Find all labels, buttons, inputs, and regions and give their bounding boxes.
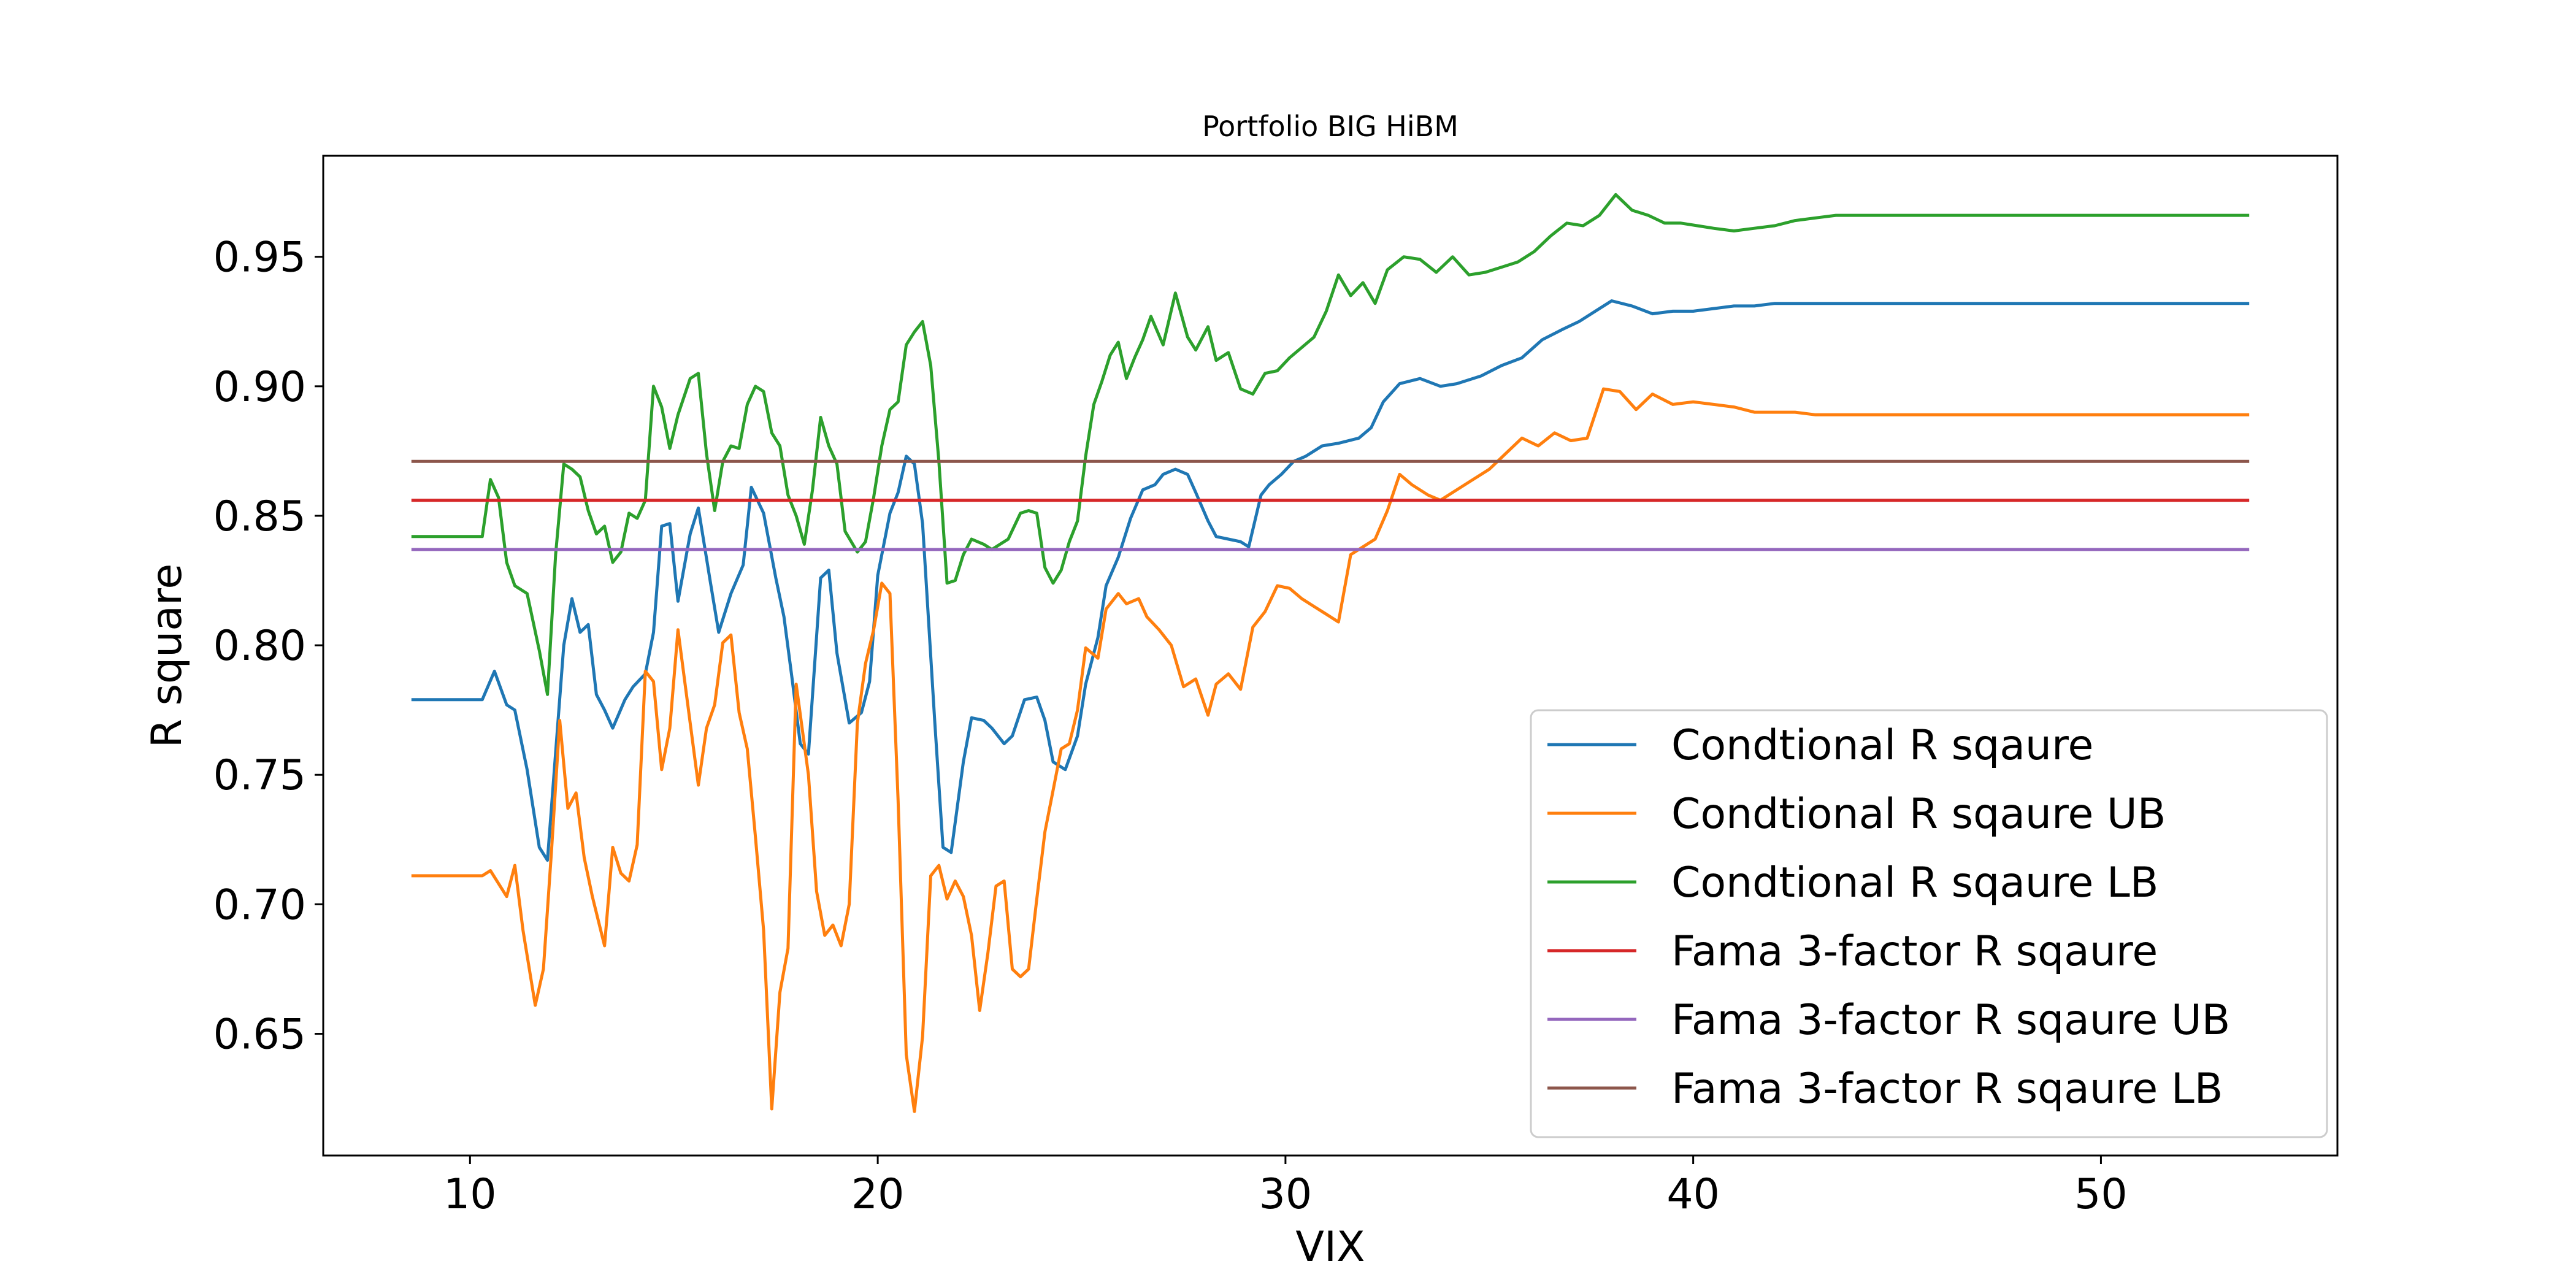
- y-tick-label: 0.85: [213, 493, 306, 541]
- y-axis-label: R square: [143, 564, 191, 748]
- x-tick-label: 10: [443, 1170, 497, 1219]
- legend-label-5: Fama 3-factor R sqaure LB: [1671, 1065, 2223, 1113]
- legend-label-0: Condtional R sqaure: [1671, 721, 2093, 770]
- x-tick-label: 30: [1259, 1170, 1313, 1219]
- axes-frame: [322, 155, 2339, 1157]
- legend: Condtional R sqaure Condtional R sqaure U…: [1530, 709, 2328, 1138]
- x-tick-label: 50: [2074, 1170, 2128, 1219]
- x-axis-label: VIX: [1295, 1223, 1365, 1271]
- series-line-0: [411, 299, 2250, 862]
- series-line-2: [411, 193, 2250, 696]
- legend-box: [1530, 709, 2328, 1138]
- y-tick-label: 0.90: [213, 363, 306, 412]
- y-tick-label: 0.70: [213, 881, 306, 929]
- legend-label-4: Fama 3-factor R sqaure UB: [1671, 996, 2230, 1045]
- legend-label-3: Fama 3-factor R sqaure: [1671, 927, 2158, 976]
- legend-label-1: Condtional R sqaure UB: [1671, 790, 2166, 838]
- x-tick-label: 40: [1666, 1170, 1720, 1219]
- x-tick-label: 20: [851, 1170, 905, 1219]
- series-line-1: [411, 387, 2250, 1113]
- legend-label-2: Condtional R sqaure LB: [1671, 859, 2158, 907]
- y-tick-label: 0.75: [213, 751, 306, 800]
- y-tick-label: 0.95: [213, 234, 306, 282]
- plot-area: [411, 193, 2250, 1113]
- chart-title: Portfolio BIG HiBM: [1202, 110, 1459, 143]
- axes: 10 20 30 40 50 0.65 0.70 0.75 0.80 0.85 0.90 0.95: [213, 155, 2339, 1219]
- y-tick-label: 0.80: [213, 622, 306, 670]
- y-tick-label: 0.65: [213, 1011, 306, 1059]
